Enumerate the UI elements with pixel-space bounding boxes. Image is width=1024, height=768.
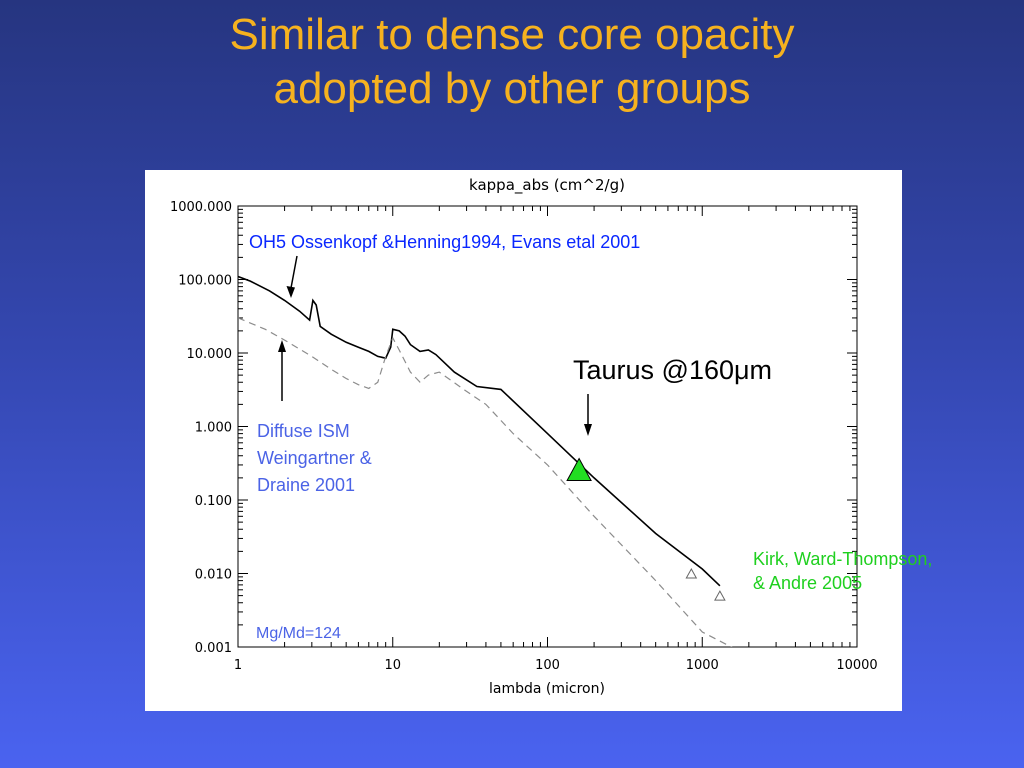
data-point-kirk (714, 590, 726, 601)
kirk-label: Kirk, Ward-Thompson, & Andre 2005 (753, 547, 932, 595)
y-tick-label: 10.000 (187, 347, 233, 362)
opacity-chart: 1 10 100 1000 10000 0.001 0.010 0.100 1.000 10.00… (170, 176, 878, 697)
y-tick-label: 1.000 (195, 421, 232, 436)
data-point-kirk (685, 567, 698, 579)
slide-title: Similar to dense core opacity adopted by… (0, 8, 1024, 116)
x-tick-label: 1 (234, 658, 242, 673)
kirk-line-1: Kirk, Ward-Thompson, (753, 549, 933, 569)
x-tick-label: 100 (535, 658, 560, 673)
diffuse-ism-label: Diffuse ISM Weingartner & Draine 2001 (257, 418, 372, 499)
title-line-1: Similar to dense core opacity (229, 10, 795, 59)
diffuse-arrowhead (278, 340, 286, 352)
y-tick-label: 100.000 (178, 274, 232, 289)
ossenkopf-arrow (290, 255, 298, 289)
series-line-ossenkopf (238, 275, 721, 587)
y-tick-label: 0.100 (195, 494, 232, 509)
diffuse-line-2: Weingartner & (257, 448, 372, 468)
mass-ratio-label: Mg/Md=124 (256, 625, 341, 642)
y-tick-label: 1000.000 (170, 200, 232, 215)
series-line-diffuse-ism (238, 317, 733, 647)
taurus-label: Taurus @160μm (573, 355, 773, 385)
x-tick-label: 1000 (686, 658, 719, 673)
kirk-line-2: & Andre 2005 (753, 573, 863, 593)
x-axis-label: lambda (micron) (489, 681, 605, 697)
chart-panel: 1 10 100 1000 10000 0.001 0.010 0.100 1.000 10.00… (145, 170, 932, 711)
ossenkopf-arrowhead (286, 286, 295, 298)
ossenkopf-label: OH5 Ossenkopf &Henning1994, Evans etal 2… (249, 232, 641, 252)
y-tick-label: 0.010 (195, 568, 232, 583)
y-tick-label: 0.001 (195, 641, 232, 656)
x-tick-label: 10 (384, 658, 401, 673)
chart-title: kappa_abs (cm^2/g) (469, 176, 625, 195)
title-line-2: adopted by other groups (273, 64, 751, 113)
data-point-taurus (566, 457, 592, 481)
x-tick-label: 10000 (836, 658, 877, 673)
diffuse-line-3: Draine 2001 (257, 475, 356, 495)
taurus-arrowhead (584, 424, 592, 436)
diffuse-line-1: Diffuse ISM (257, 421, 350, 441)
